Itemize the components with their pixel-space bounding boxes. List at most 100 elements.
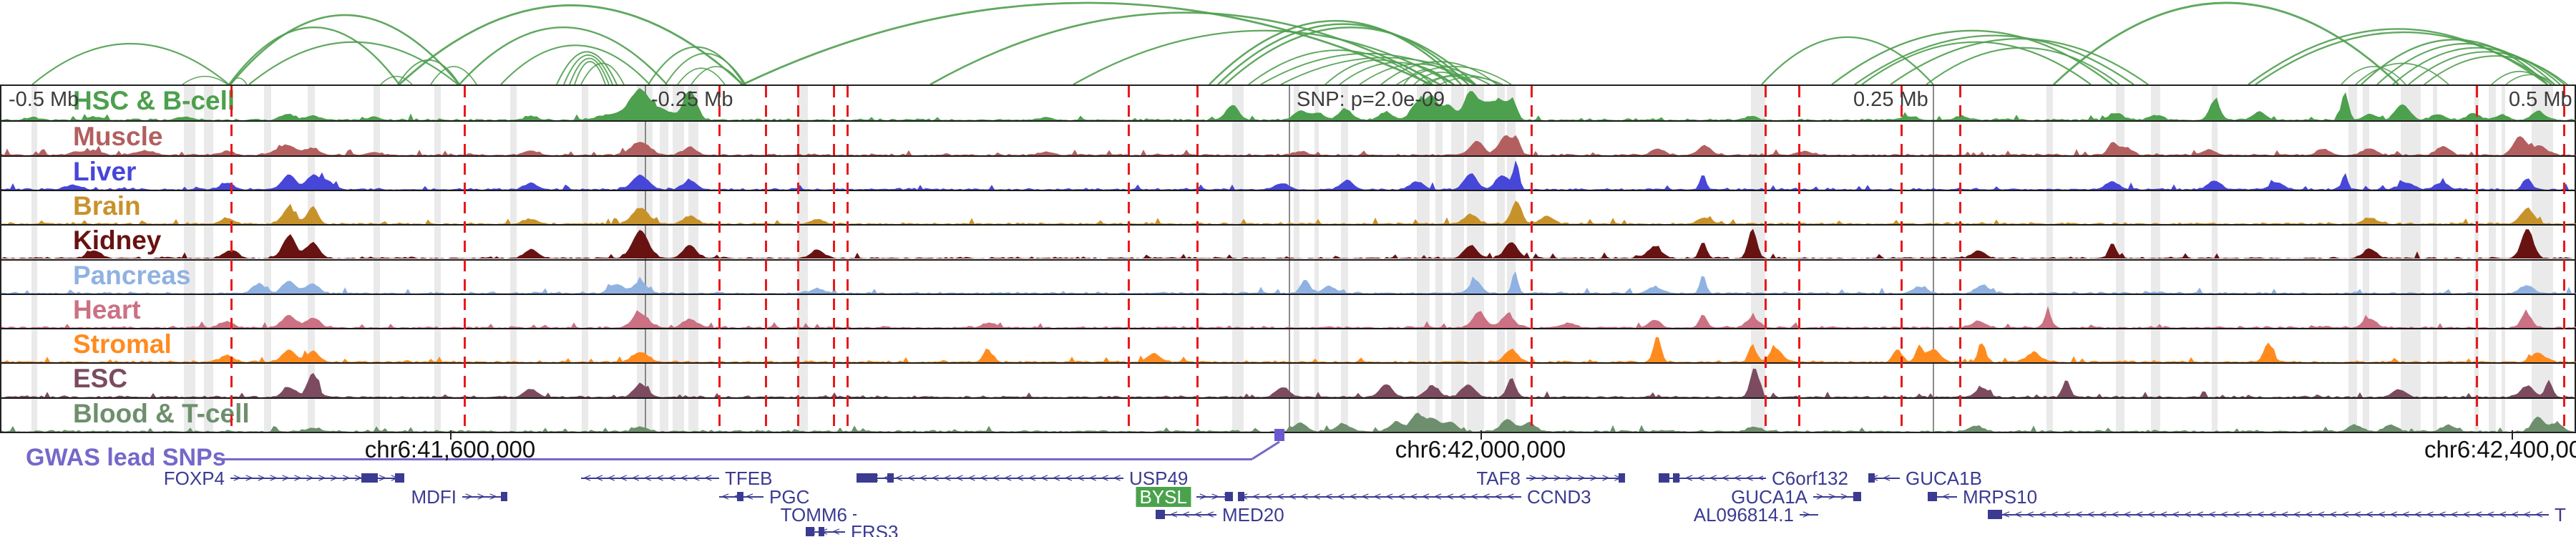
- signal-area: [1, 88, 2576, 121]
- interaction-arc: [1260, 52, 1475, 85]
- significant-region-line: [1196, 86, 1199, 432]
- interaction-arc: [31, 43, 230, 85]
- track-row-muscle: Muscle: [1, 120, 2576, 155]
- interaction-arc: [580, 62, 625, 85]
- gene-line: [1238, 496, 1521, 498]
- interaction-arc: [563, 54, 613, 85]
- gene-strand-arrows: >>>: [465, 490, 502, 503]
- interaction-arc: [2255, 31, 2552, 85]
- gene-strand-arrows: <<: [1871, 471, 1896, 485]
- signal-area: [1, 368, 2576, 397]
- track-row-brain: Brain: [1, 189, 2576, 225]
- interaction-arc: [1280, 57, 1491, 85]
- gene-exon-block: [395, 473, 404, 483]
- track-row-liver: Liver: [1, 155, 2576, 190]
- gene-strand-arrows: <<<<<: [1158, 508, 1214, 521]
- gene-exon-block: [1238, 492, 1244, 501]
- track-label: Brain: [73, 190, 141, 221]
- gene-label: PGC: [769, 486, 810, 508]
- interaction-arc: [556, 51, 618, 85]
- interaction-arc: [574, 61, 606, 85]
- interaction-arc: [1761, 36, 1934, 85]
- signal-path: [1, 368, 2576, 397]
- gene-exon-block: [501, 492, 507, 501]
- gwas-snp-connector: [1252, 440, 1280, 460]
- signal-area: [1, 337, 2576, 363]
- track-label: Muscle: [73, 122, 163, 152]
- interaction-arc: [1861, 41, 2092, 85]
- interaction-arc: [2424, 55, 2568, 85]
- signal-path: [1, 135, 2576, 155]
- ruler-label: -0.25 Mb: [651, 88, 733, 111]
- track-label: Pancreas: [73, 260, 191, 290]
- signal-path: [1, 88, 2576, 121]
- ruler-label: -0.5 Mb: [9, 88, 79, 111]
- interaction-arc: [182, 75, 228, 85]
- track-label: Heart: [73, 294, 141, 324]
- significant-region-line: [833, 86, 835, 432]
- signal-area: [1, 200, 2576, 225]
- interaction-arc: [1422, 74, 1501, 85]
- coordinate-label: chr6:42,400,00: [2424, 436, 2576, 463]
- gene-line: [857, 478, 1123, 479]
- significant-region-line: [797, 86, 799, 432]
- significant-region-line: [1959, 86, 1961, 432]
- annotation-area: GWAS lead SNPs chr6:41,600,000 chr6:42,00…: [0, 429, 2576, 537]
- signal-area: [1, 228, 2576, 259]
- signal-path: [1, 271, 2576, 294]
- track-row-stromal: Stromal: [1, 328, 2576, 363]
- ruler-label: SNP: p=2.0e-09: [1297, 88, 1445, 111]
- gene-label: MRPS10: [1963, 486, 2038, 508]
- interaction-arc: [2392, 47, 2561, 85]
- gene-strand-arrows: <<<<<<<<<<<<<: [584, 471, 716, 485]
- interaction-arc: [230, 14, 460, 85]
- interaction-arc: [430, 66, 477, 85]
- interaction-arc: [1831, 29, 2113, 85]
- interaction-arc: [248, 41, 459, 85]
- interaction-arc: [1359, 63, 1476, 85]
- significant-region-line: [765, 86, 767, 432]
- coordinate-label: chr6:42,000,000: [1395, 436, 1566, 463]
- gene-line: [462, 496, 507, 498]
- gene-strand-arrows: >>>>>>>>>: [1529, 471, 1621, 485]
- signal-path: [1, 228, 2576, 259]
- coordinate-tick: [450, 430, 452, 440]
- gene-exon-block: [1659, 473, 1669, 483]
- gene-line: [806, 531, 845, 533]
- gene-exon-block: [1928, 492, 1937, 501]
- gene-exon-block: [1853, 492, 1861, 501]
- gene-exon-block: [737, 492, 743, 501]
- gene-strand-arrows: >>>>>>>>>>>>>>>>: [233, 471, 401, 485]
- gene-strand-arrows: <<<<<<<<<<: [1662, 471, 1763, 485]
- gene-exon-block: [1673, 473, 1679, 483]
- signal-area: [1, 271, 2576, 294]
- gene-label: C6orf132: [1772, 468, 1848, 489]
- track-row-kidney: Kidney: [1, 224, 2576, 259]
- gene-line: [1868, 478, 1900, 479]
- signal-path: [1, 160, 2576, 190]
- gene-label: TFEB: [725, 468, 773, 489]
- interaction-arc: [228, 26, 400, 85]
- gene-label: TAF8: [1476, 468, 1521, 489]
- gene-label: AL096814.1: [1693, 504, 1794, 526]
- interaction-arc: [1428, 75, 1476, 85]
- significant-region-line: [1765, 86, 1767, 432]
- gene-strand-arrows: <<<<<<<<<<<<<<<<<<<<<<<<<<: [859, 471, 1121, 485]
- interaction-arc: [1339, 62, 1455, 85]
- interaction-arc: [569, 57, 610, 85]
- interaction-arc: [930, 11, 1440, 85]
- gene-label: CCND3: [1527, 486, 1591, 508]
- gene-strand-arrows: <<<<<<<<<<<<<<<<<<<<<<<<<<<: [1241, 490, 1518, 503]
- interaction-arc: [1380, 61, 1498, 85]
- significant-region-line: [2563, 86, 2565, 432]
- interaction-arc: [742, 1, 1432, 85]
- track-label: Stromal: [73, 329, 172, 359]
- signal-area: [1, 412, 2576, 432]
- gene-exon-block: [887, 473, 894, 483]
- gene-exon-block: [806, 527, 814, 536]
- interaction-arc: [1890, 38, 2149, 85]
- gwas-lead-snps-label: GWAS lead SNPs: [26, 444, 226, 471]
- signal-path: [1, 200, 2576, 225]
- gene-exon-block: [857, 473, 877, 483]
